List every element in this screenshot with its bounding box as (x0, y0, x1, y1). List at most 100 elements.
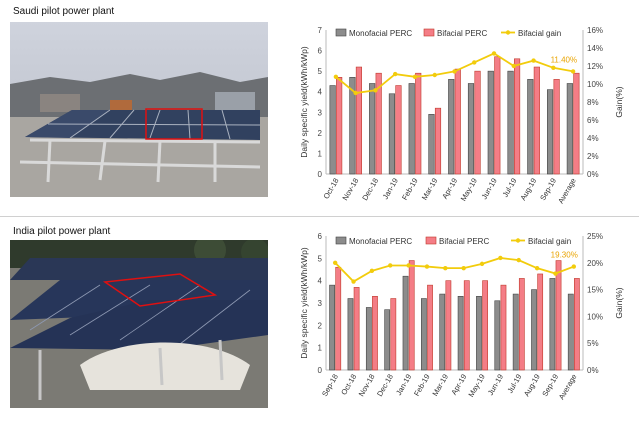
monofacial-bar (329, 85, 336, 175)
x-tick-label: Aug-19 (518, 177, 538, 202)
gain-point (498, 255, 503, 261)
legend-bifacial-label: Bifacial PERC (439, 237, 489, 246)
y-right-tick-label: 0% (587, 170, 599, 179)
y-right-tick-label: 5% (587, 339, 599, 348)
y-tick-label: 4 (318, 277, 323, 286)
gain-point (452, 69, 457, 74)
x-tick-label: Sep-19 (538, 177, 558, 202)
x-tick-label: Oct-18 (322, 177, 341, 201)
y-right-tick-label: 0% (587, 366, 599, 375)
y-tick-label: 5 (318, 67, 323, 76)
x-tick-label: Jul-19 (501, 177, 519, 199)
gain-point (461, 265, 466, 271)
monofacial-bar (494, 300, 501, 371)
bifacial-bar (445, 280, 452, 371)
gain-point (406, 263, 411, 268)
y-right-tick-label: 4% (587, 134, 599, 143)
x-tick-label: Mar-19 (420, 177, 440, 202)
panel-divider (0, 216, 639, 217)
gain-point (443, 265, 448, 271)
x-tick-label: Feb-19 (400, 177, 420, 202)
gain-point (388, 263, 393, 268)
x-tick-label: Dec-18 (375, 373, 395, 398)
gain-point (534, 265, 540, 271)
saudi-plant-photo (10, 22, 268, 197)
gain-annotation: 19.30% (551, 251, 578, 260)
x-tick-label: Jan-19 (394, 373, 413, 397)
gain-point (516, 257, 521, 263)
y-right-tick-label: 16% (587, 26, 603, 35)
monofacial-bar (384, 309, 391, 371)
monofacial-bar (476, 296, 482, 371)
y-right-tick-label: 8% (587, 98, 599, 107)
y-right-axis-title: Gain(%) (614, 86, 624, 117)
x-tick-label: Feb-19 (412, 373, 432, 398)
y-tick-label: 3 (318, 108, 323, 117)
y-tick-label: 2 (318, 129, 323, 138)
bifacial-bar (474, 70, 481, 175)
y-right-tick-label: 14% (587, 44, 603, 53)
bifacial-bar (454, 68, 461, 175)
monofacial-bar (428, 114, 435, 175)
legend-bifacial-swatch (425, 236, 437, 245)
gain-point (332, 260, 338, 265)
legend-monofacial-swatch (335, 236, 347, 245)
y-right-tick-label: 25% (587, 232, 603, 241)
monofacial-bar (349, 77, 356, 175)
x-tick-label: Mar-19 (430, 373, 450, 398)
monofacial-bar (507, 70, 514, 175)
gain-point (369, 268, 375, 274)
gain-point (351, 279, 356, 284)
y-axis-title: Daily specific yield(kWh/kWp) (299, 247, 309, 359)
monofacial-bar (527, 79, 534, 175)
x-tick-label: Jul-19 (505, 373, 523, 395)
monofacial-bar (421, 298, 427, 371)
y-right-tick-label: 10% (587, 80, 603, 89)
y-axis-title: Daily specific yield(kWh/kWp) (299, 46, 309, 158)
legend-monofacial-label: Monofacial PERC (349, 237, 412, 246)
bifacial-bar (434, 107, 442, 175)
monofacial-bar (566, 83, 573, 175)
bifacial-bar (336, 77, 343, 175)
legend-gain-label: Bifacial gain (518, 29, 561, 38)
bifacial-bar (335, 266, 342, 371)
monofacial-bar (439, 293, 446, 371)
bifacial-bar (463, 280, 470, 371)
gain-point (373, 88, 378, 93)
legend-gain-marker (515, 238, 521, 243)
x-tick-label: Average (557, 373, 579, 402)
india-yield-chart: 0 1 2 3 4 5 6 0% 5% 10% 15% 20% 25% Daily specific yi… (299, 232, 624, 402)
gain-point (571, 264, 577, 269)
monofacial-bar (547, 89, 554, 175)
gain-point (491, 51, 497, 56)
legend-gain-marker (505, 30, 511, 35)
y-tick-label: 5 (318, 254, 323, 263)
legend-gain-label: Bifacial gain (528, 237, 571, 246)
bifacial-bar (372, 296, 378, 371)
gain-point (432, 72, 437, 78)
y-right-tick-label: 12% (587, 62, 603, 71)
bifacial-bar (573, 72, 580, 175)
india-plant-photo (10, 240, 268, 408)
saudi-yield-chart: 0 1 2 3 4 5 6 7 0% 2% 4% 6% 8% 10% 12% 14% 16% Daily spec… (299, 26, 624, 205)
y-tick-label: 3 (318, 299, 323, 308)
legend-bifacial-label: Bifacial PERC (437, 29, 487, 38)
x-tick-label: Sep-18 (320, 373, 340, 398)
y-tick-label: 2 (318, 321, 323, 330)
bifacial-bar (355, 66, 362, 175)
legend-monofacial-label: Monofacial PERC (349, 29, 412, 38)
bifacial-bar (533, 66, 540, 175)
bifacial-bar (375, 72, 382, 175)
y-tick-label: 6 (318, 232, 323, 241)
monofacial-bar (347, 298, 354, 371)
x-tick-label: Aug-19 (522, 373, 542, 398)
x-tick-label: May-19 (466, 373, 486, 399)
monofacial-bar (487, 70, 494, 175)
bifacial-bar (415, 72, 422, 175)
y-tick-label: 0 (318, 170, 323, 179)
bifacial-bar (494, 56, 501, 175)
monofacial-bar (457, 296, 464, 371)
y-right-axis-title: Gain(%) (614, 287, 624, 318)
monofacial-bar (448, 79, 455, 175)
monofacial-bar (467, 83, 475, 175)
